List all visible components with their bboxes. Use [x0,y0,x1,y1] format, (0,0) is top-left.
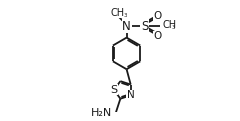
Text: CH: CH [163,20,177,30]
Text: H: H [105,109,113,119]
Text: O: O [154,11,162,21]
Text: $_3$: $_3$ [171,23,176,32]
Text: N: N [122,20,131,33]
Text: S: S [141,20,148,33]
Text: CH: CH [110,8,124,18]
Text: $_3$: $_3$ [123,11,128,20]
Text: S: S [110,85,118,95]
Text: N: N [127,90,135,100]
Text: O: O [154,31,162,42]
Text: $_2$N: $_2$N [100,107,114,121]
Text: H₂N: H₂N [91,108,112,118]
